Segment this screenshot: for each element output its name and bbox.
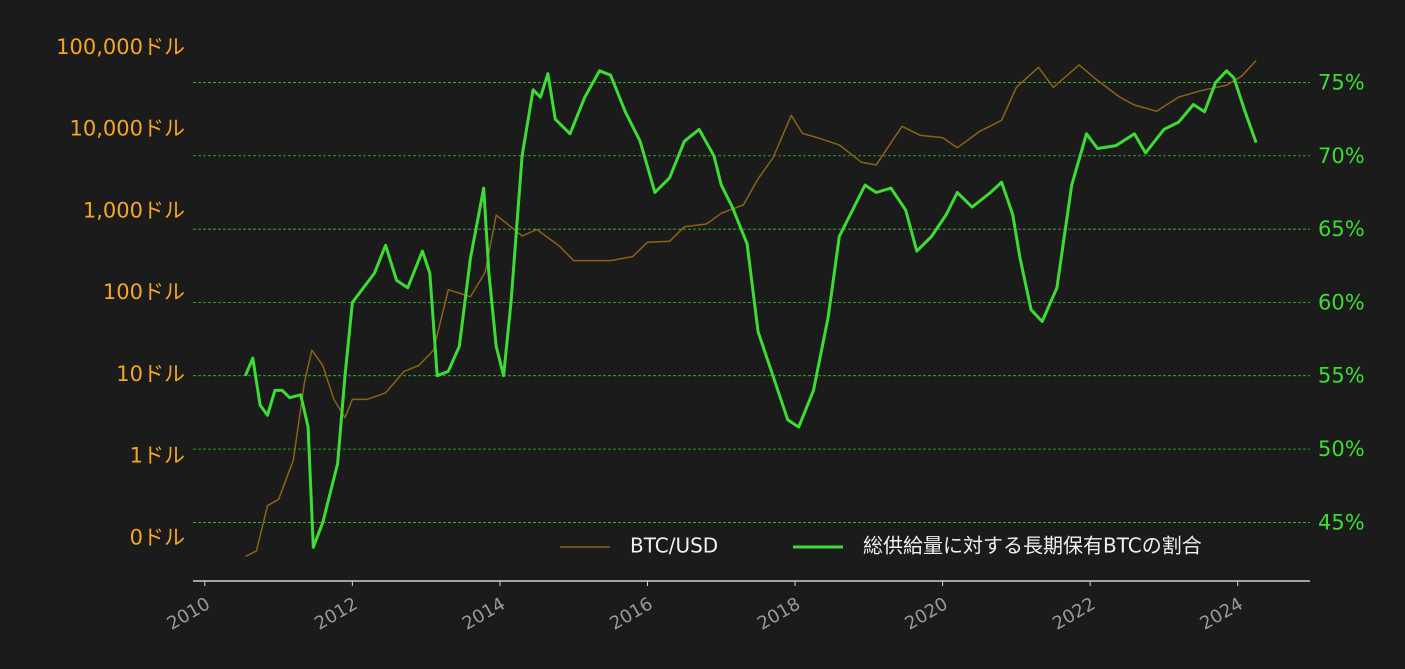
y2-tick-label: 60% [1318,290,1365,314]
y2-tick-label: 45% [1318,510,1365,534]
x-tick-label: 2014 [459,593,509,634]
legend-label: 総供給量に対する長期保有BTCの割合 [863,534,1202,558]
legend-label: BTC/USD [630,534,718,558]
x-tick-label: 2024 [1197,593,1247,634]
y-tick-label: 0ドル [130,525,185,549]
x-tick-label: 2022 [1049,593,1099,634]
x-tick-label: 2018 [754,593,804,634]
y-tick-label: 10,000ドル [70,117,185,141]
series-line [245,60,1257,558]
y2-tick-label: 65% [1318,217,1365,241]
x-tick-label: 2020 [901,593,951,634]
y-tick-label: 100,000ドル [56,35,185,59]
x-tick-label: 2016 [606,593,656,634]
series-line [244,69,1258,549]
y-tick-label: 100ドル [103,280,185,304]
x-tick-label: 2010 [164,593,214,634]
y-tick-label: 10ドル [116,362,185,386]
y-tick-label: 1,000ドル [83,198,185,222]
x-tick-label: 2012 [311,593,361,634]
y-tick-label: 1ドル [130,444,185,468]
y2-tick-label: 70% [1318,144,1365,168]
y2-tick-label: 75% [1318,71,1365,95]
y2-tick-label: 55% [1318,364,1365,388]
y2-tick-label: 50% [1318,437,1365,461]
